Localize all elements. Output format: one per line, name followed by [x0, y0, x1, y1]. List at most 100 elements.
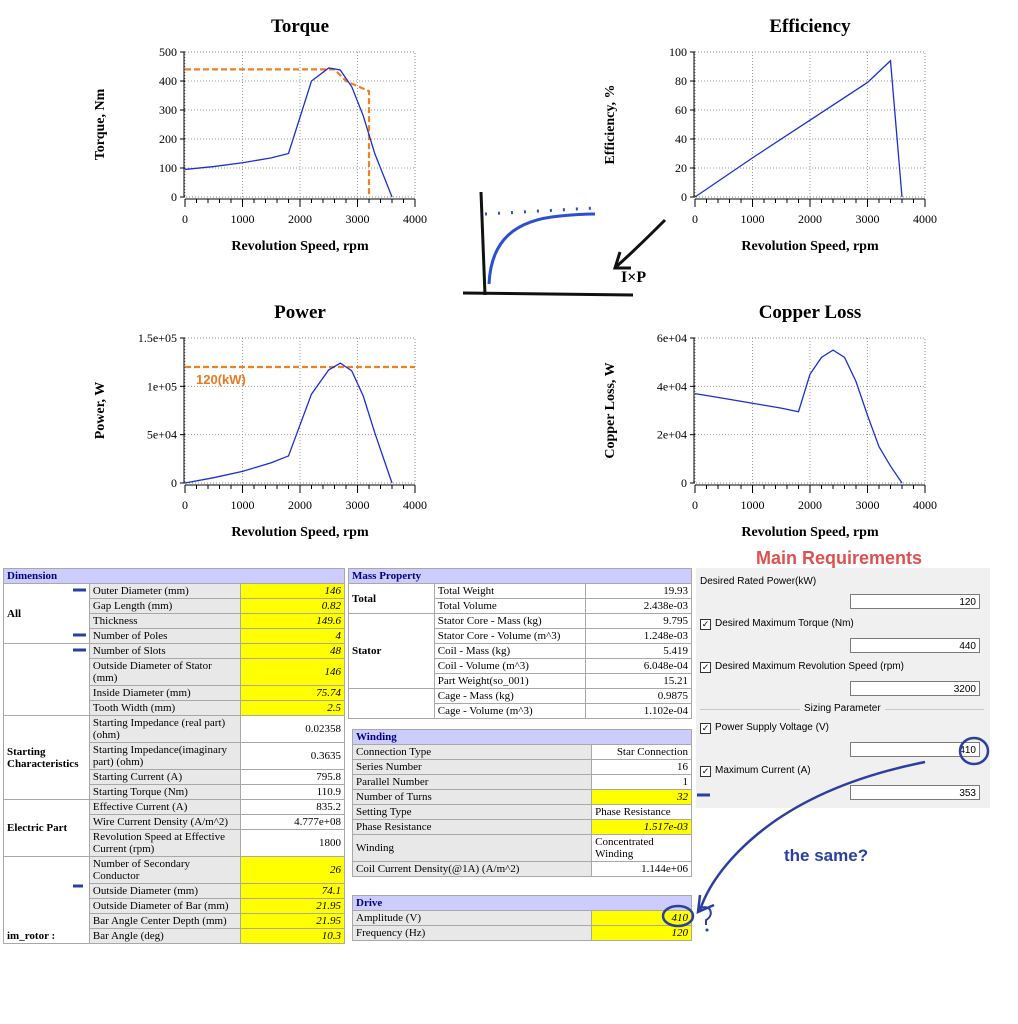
- row-label: Phase Resistance: [351, 819, 593, 835]
- dimension-table: Dimension All Outer Diameter (mm) 146 Gap Le…: [3, 568, 345, 944]
- y-tick-label: 0: [681, 190, 687, 204]
- row-value: 0.9875: [585, 688, 692, 704]
- series-line: [694, 59, 903, 198]
- row-label: Part Weight(so_001): [433, 673, 587, 689]
- row-value: 74.1: [240, 883, 345, 899]
- group-label: All: [3, 583, 90, 644]
- y-tick-label: 40: [675, 132, 687, 146]
- row-label: Effective Current (A): [88, 799, 242, 815]
- max-torque-input[interactable]: 440: [850, 638, 980, 653]
- x-axis-label: Revolution Speed, rpm: [741, 525, 879, 540]
- table-row: Starting Characteristics Starting Impedan…: [3, 715, 345, 800]
- x-tick-label: 3000: [856, 212, 880, 226]
- row-label: Series Number: [351, 759, 593, 775]
- x-tick-label: 0: [692, 498, 698, 512]
- y-tick-label: 1.5e+05: [138, 331, 177, 345]
- y-tick-label: 20: [675, 161, 687, 175]
- row-value: 16: [591, 759, 692, 775]
- row-value: 146: [240, 658, 345, 686]
- x-tick-label: 2000: [288, 212, 312, 226]
- x-tick-label: 0: [692, 212, 698, 226]
- max-speed-checkbox[interactable]: ✓: [700, 662, 711, 673]
- row-value: 48: [240, 643, 345, 659]
- sizing-parameter-label: Sizing Parameter: [800, 703, 885, 714]
- row-value: 0.3635: [240, 742, 345, 770]
- table-header: Dimension: [3, 568, 345, 584]
- table-header: Drive: [352, 895, 692, 911]
- x-tick-label: 1000: [741, 212, 765, 226]
- series-line: [184, 67, 393, 198]
- row-value: Concentrated Winding: [591, 834, 692, 862]
- row-label: Gap Length (mm): [88, 598, 242, 614]
- row-value: 21.95: [240, 913, 345, 929]
- voltage-input[interactable]: 410: [850, 742, 980, 757]
- max-speed-label: Desired Maximum Revolution Speed (rpm): [715, 661, 904, 672]
- rated-power-input[interactable]: 120: [850, 594, 980, 609]
- current-input[interactable]: 353: [850, 785, 980, 800]
- series-line: [184, 362, 393, 484]
- x-tick-label: 0: [182, 212, 188, 226]
- x-axis-label: Revolution Speed, rpm: [231, 239, 369, 254]
- y-tick-label: 100: [159, 161, 177, 175]
- dimension-table-wrap: Dimension All Outer Diameter (mm) 146 Gap Le…: [3, 568, 346, 956]
- copper-loss-chart: Copper Loss Revolution Speed, rpm Copper L…: [603, 302, 937, 540]
- voltage-checkbox[interactable]: ✓: [700, 723, 711, 734]
- x-tick-label: 1000: [231, 212, 255, 226]
- row-label: Total Weight: [433, 583, 587, 599]
- mass-property-table: Mass Property Total Total Weight 19.93 Total…: [348, 568, 692, 719]
- row-value: 120: [591, 925, 692, 941]
- x-tick-label: 4000: [403, 212, 427, 226]
- row-label: Starting Current (A): [88, 769, 242, 785]
- row-value: 2.5: [240, 700, 345, 716]
- row-label: Outside Diameter of Bar (mm): [88, 898, 242, 914]
- row-value: Star Connection: [591, 744, 692, 760]
- row-label: Thickness: [88, 613, 242, 629]
- row-value: 1.102e-04: [585, 703, 692, 719]
- y-tick-label: 0: [171, 476, 177, 490]
- x-tick-label: 4000: [913, 498, 937, 512]
- row-value: 835.2: [240, 799, 345, 815]
- y-tick-label: 1e+05: [147, 379, 177, 393]
- table-header: Mass Property: [348, 568, 692, 584]
- max-torque-label: Desired Maximum Torque (Nm): [715, 618, 854, 629]
- row-label: Coil - Mass (kg): [433, 643, 587, 659]
- max-speed-input[interactable]: 3200: [850, 681, 980, 696]
- y-tick-label: 0: [681, 476, 687, 490]
- y-tick-label: 60: [675, 103, 687, 117]
- current-checkbox[interactable]: ✓: [700, 766, 711, 777]
- row-label: Number of Turns: [351, 789, 593, 805]
- same-question-note: the same?: [784, 846, 869, 865]
- x-tick-label: 3000: [346, 498, 370, 512]
- x-tick-label: 0: [182, 498, 188, 512]
- y-axis-label: Efficiency, %: [603, 84, 618, 164]
- power-ref-label: 120(kW): [196, 372, 246, 387]
- y-axis-label: Torque, Nm: [93, 88, 108, 160]
- row-value: 5.419: [585, 643, 692, 659]
- y-tick-label: 2e+04: [657, 428, 687, 442]
- row-label: Outer Diameter (mm): [88, 583, 242, 599]
- row-label: Revolution Speed at Effective Current (r…: [88, 829, 242, 857]
- table-row: Wire Current Density (A/m^2) 4.777e+08: [4, 814, 345, 830]
- x-tick-label: 2000: [288, 498, 312, 512]
- table-row: Number of Poles 4: [4, 628, 345, 644]
- row-label: Amplitude (V): [351, 910, 593, 926]
- table-row: Outside Diameter of Stator (mm) 146: [4, 658, 345, 686]
- group-label: Starting Characteristics: [3, 715, 90, 800]
- row-label: Stator Core - Volume (m^3): [433, 628, 587, 644]
- table-row: Electric Part Effective Current (A) 835.2: [3, 799, 345, 857]
- row-value: 26: [240, 856, 345, 884]
- row-label: Coil - Volume (m^3): [433, 658, 587, 674]
- row-label: Connection Type: [351, 744, 593, 760]
- drive-table: Drive Amplitude (V) 410 Frequency (Hz) 120: [351, 895, 692, 941]
- row-value: 4: [240, 628, 345, 644]
- row-label: Bar Angle (deg): [88, 928, 242, 944]
- voltage-label: Power Supply Voltage (V): [715, 722, 829, 733]
- y-tick-label: 0: [171, 190, 177, 204]
- row-label: Starting Torque (Nm): [88, 784, 242, 800]
- row-label: Frequency (Hz): [351, 925, 593, 941]
- group-label: Stator: [348, 613, 435, 689]
- row-label: Bar Angle Center Depth (mm): [88, 913, 242, 929]
- chart-title: Power: [274, 302, 326, 323]
- max-torque-checkbox[interactable]: ✓: [700, 619, 711, 630]
- row-label: Number of Slots: [88, 643, 242, 659]
